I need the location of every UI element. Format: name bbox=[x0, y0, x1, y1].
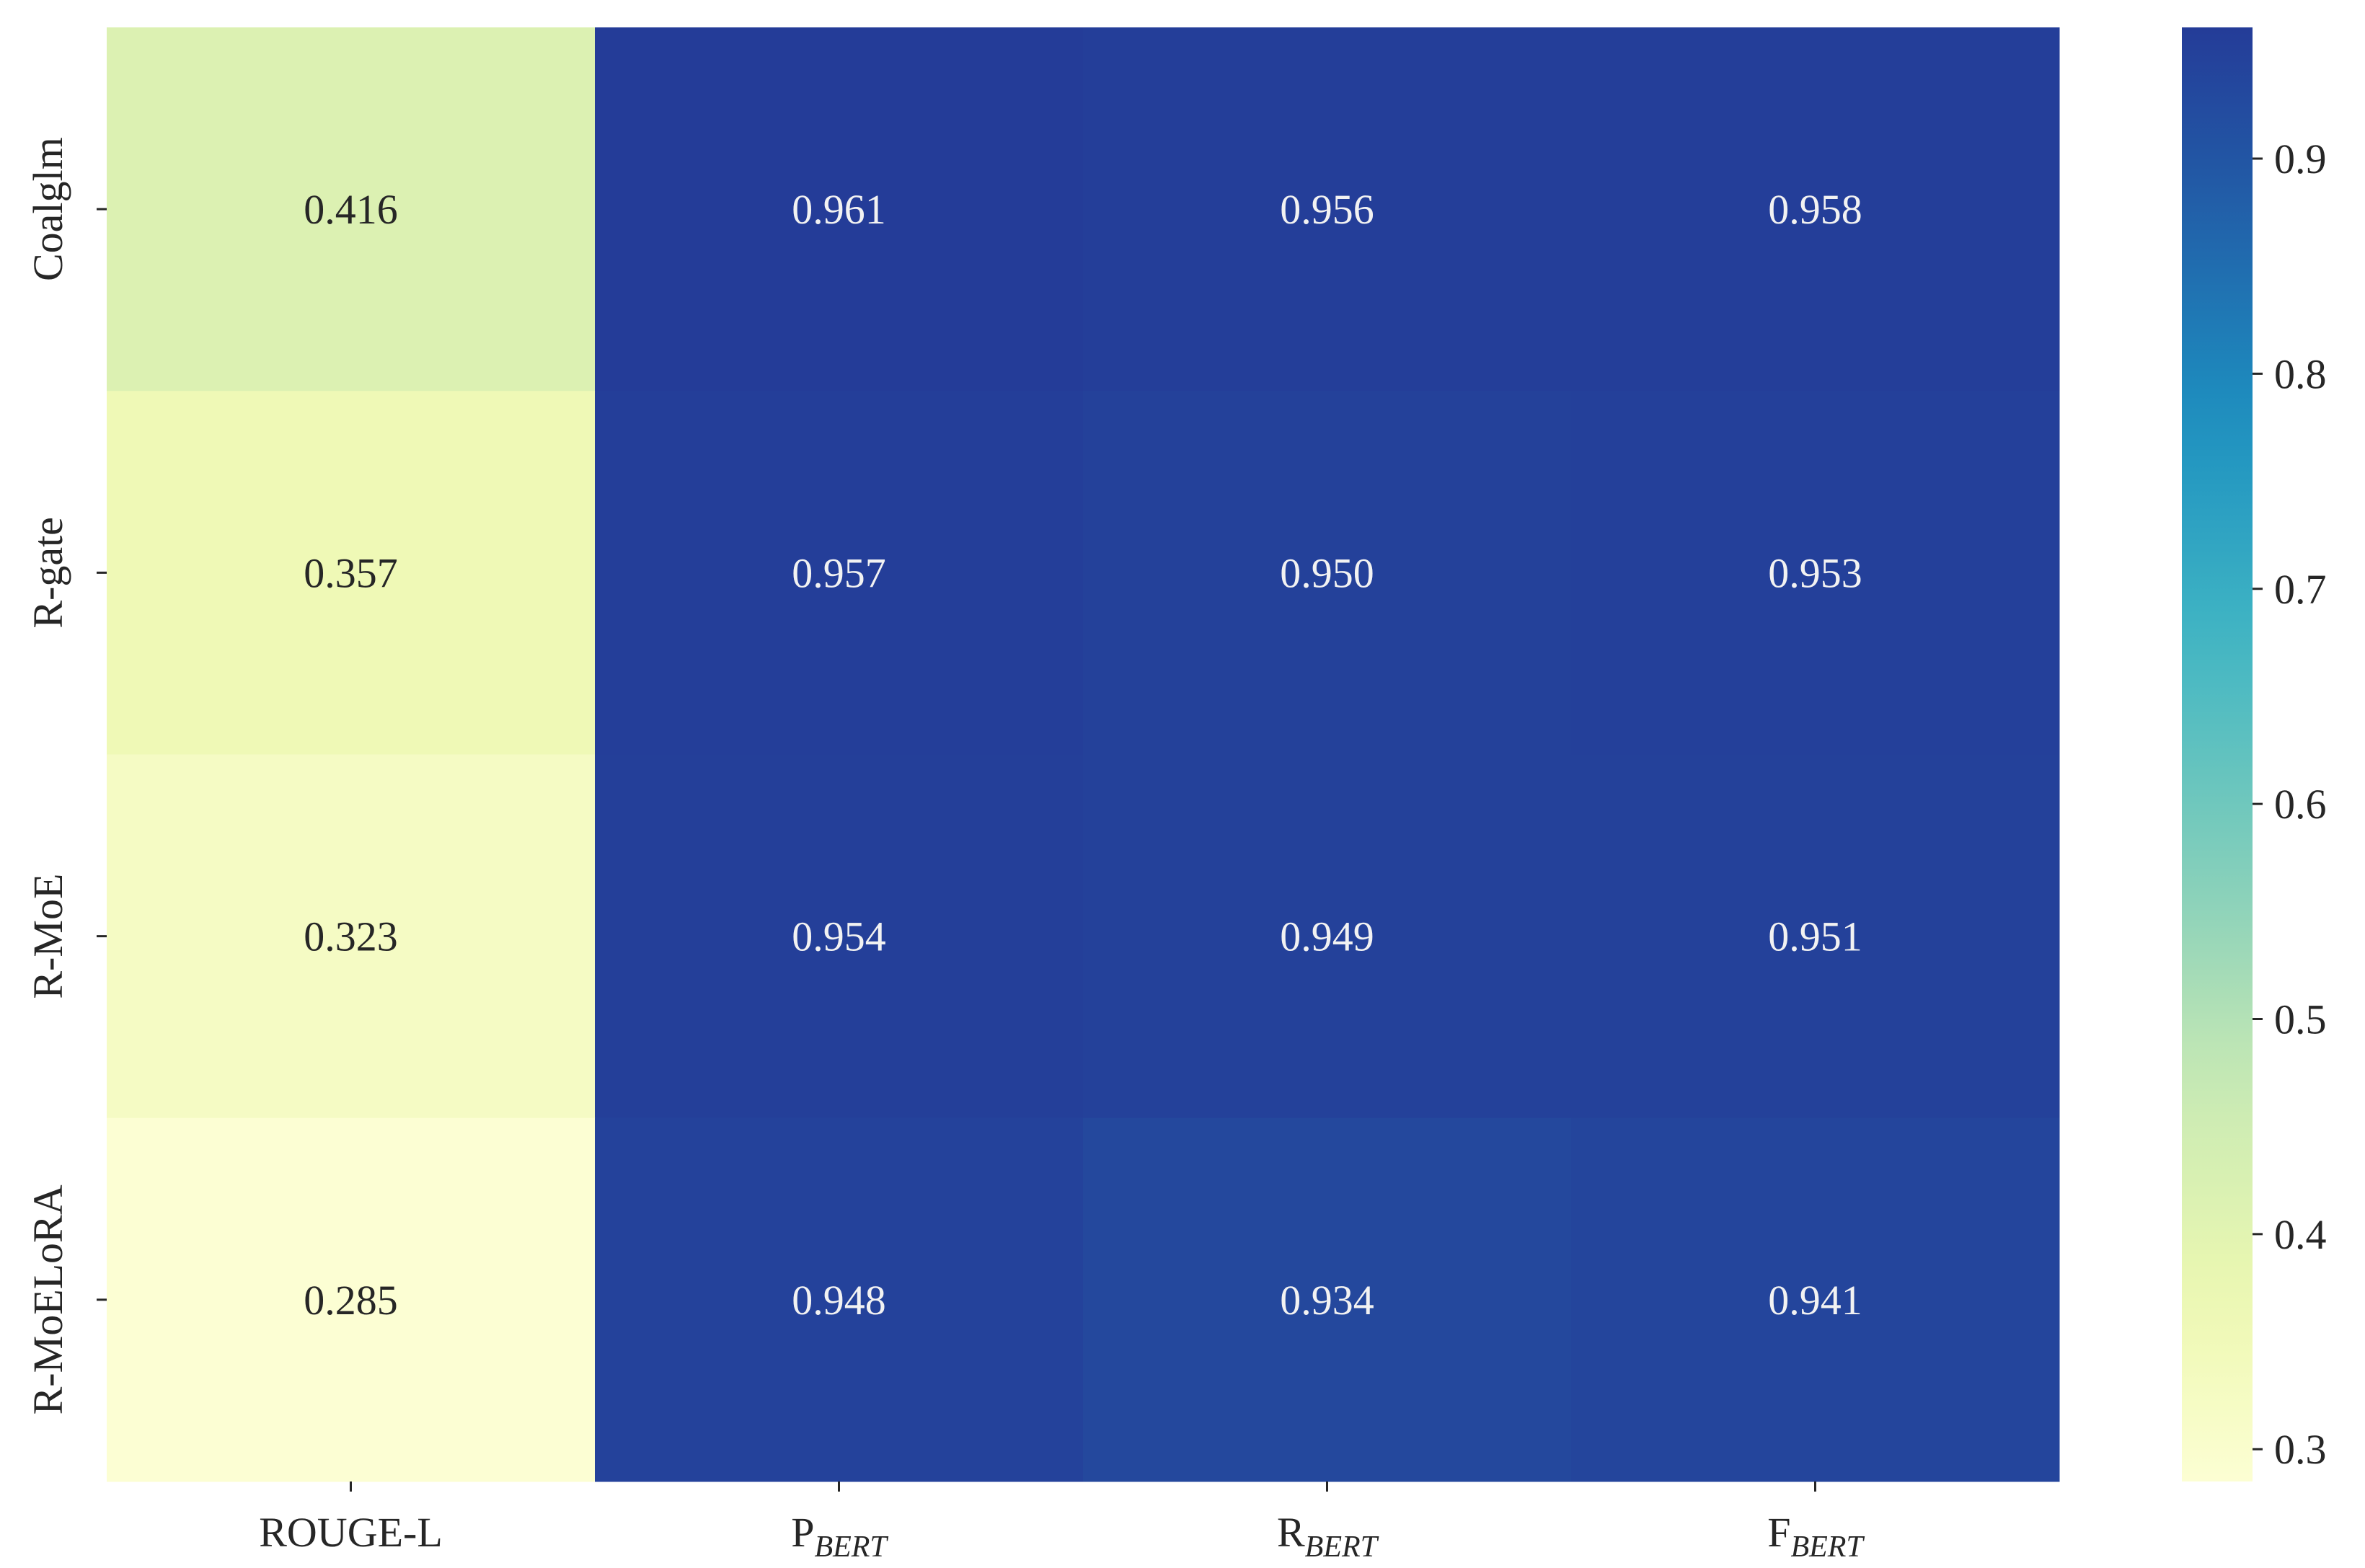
heatmap-cell bbox=[1083, 391, 1572, 755]
colorbar-tick-label: 0.6 bbox=[2274, 781, 2327, 828]
heatmap-cell bbox=[595, 1117, 1084, 1482]
cell-value-label: 0.357 bbox=[304, 549, 398, 596]
colorbar-tick-label: 0.8 bbox=[2274, 350, 2327, 397]
heatmap-cell bbox=[107, 1117, 596, 1482]
y-tick-label: Coalglm bbox=[25, 137, 71, 281]
cell-value-label: 0.948 bbox=[792, 1277, 886, 1324]
cell-value-label: 0.285 bbox=[304, 1277, 398, 1324]
y-tick-label: R-MoE bbox=[25, 874, 71, 999]
colorbar-tick-label: 0.4 bbox=[2274, 1211, 2327, 1258]
colorbar-tick-label: 0.7 bbox=[2274, 566, 2327, 613]
cell-value-label: 0.941 bbox=[1768, 1277, 1862, 1324]
heatmap-cell bbox=[1083, 27, 1572, 391]
y-axis: Coalglm R-gate R-MoE R-MoELoRA bbox=[25, 137, 107, 1414]
cell-value-label: 0.950 bbox=[1280, 549, 1374, 596]
cell-value-label: 0.953 bbox=[1768, 549, 1862, 596]
y-tick-label: R-MoELoRA bbox=[25, 1184, 71, 1414]
x-axis: ROUGE-L PBERT RBERT FBERT bbox=[259, 1481, 1865, 1564]
cell-value-label: 0.416 bbox=[304, 186, 398, 233]
heatmap-cell bbox=[1083, 754, 1572, 1119]
heatmap-cell bbox=[595, 391, 1084, 755]
heatmap-cell bbox=[595, 754, 1084, 1119]
heatmap-cell bbox=[107, 391, 596, 755]
x-tick-label: ROUGE-L bbox=[259, 1509, 443, 1556]
heatmap-cell bbox=[1571, 391, 2060, 755]
colorbar-tick-label: 0.3 bbox=[2274, 1426, 2327, 1473]
cell-value-label: 0.934 bbox=[1280, 1277, 1374, 1324]
cell-value-label: 0.949 bbox=[1280, 913, 1374, 960]
cell-labels: 0.416 0.961 0.956 0.958 0.357 0.957 0.950 0.953… bbox=[304, 186, 1862, 1324]
heatmap-cell bbox=[1083, 1117, 1572, 1482]
heatmap-cell bbox=[595, 27, 1084, 391]
heatmap-cell bbox=[107, 27, 596, 391]
heatmap-cells bbox=[107, 27, 2060, 1482]
colorbar-tick-label: 0.5 bbox=[2274, 996, 2327, 1042]
colorbar-tick-label: 0.9 bbox=[2274, 136, 2327, 182]
colorbar-gradient bbox=[2182, 27, 2253, 1481]
heatmap-cell bbox=[107, 754, 596, 1119]
x-tick-label: FBERT bbox=[1767, 1509, 1865, 1564]
heatmap-cell bbox=[1571, 754, 2060, 1119]
x-tick-label: PBERT bbox=[791, 1509, 888, 1564]
cell-value-label: 0.957 bbox=[792, 549, 886, 596]
cell-value-label: 0.323 bbox=[304, 913, 398, 960]
heatmap-cell bbox=[1571, 27, 2060, 391]
cell-value-label: 0.958 bbox=[1768, 186, 1862, 233]
cell-value-label: 0.954 bbox=[792, 913, 886, 960]
heatmap-cell bbox=[1571, 1117, 2060, 1482]
cell-value-label: 0.956 bbox=[1280, 186, 1374, 233]
colorbar: 0.3 0.4 0.5 0.6 0.7 0.8 0.9 bbox=[2182, 27, 2327, 1481]
x-tick-label: RBERT bbox=[1277, 1509, 1379, 1564]
cell-value-label: 0.951 bbox=[1768, 913, 1862, 960]
cell-value-label: 0.961 bbox=[792, 186, 886, 233]
y-tick-label: R-gate bbox=[25, 517, 71, 629]
